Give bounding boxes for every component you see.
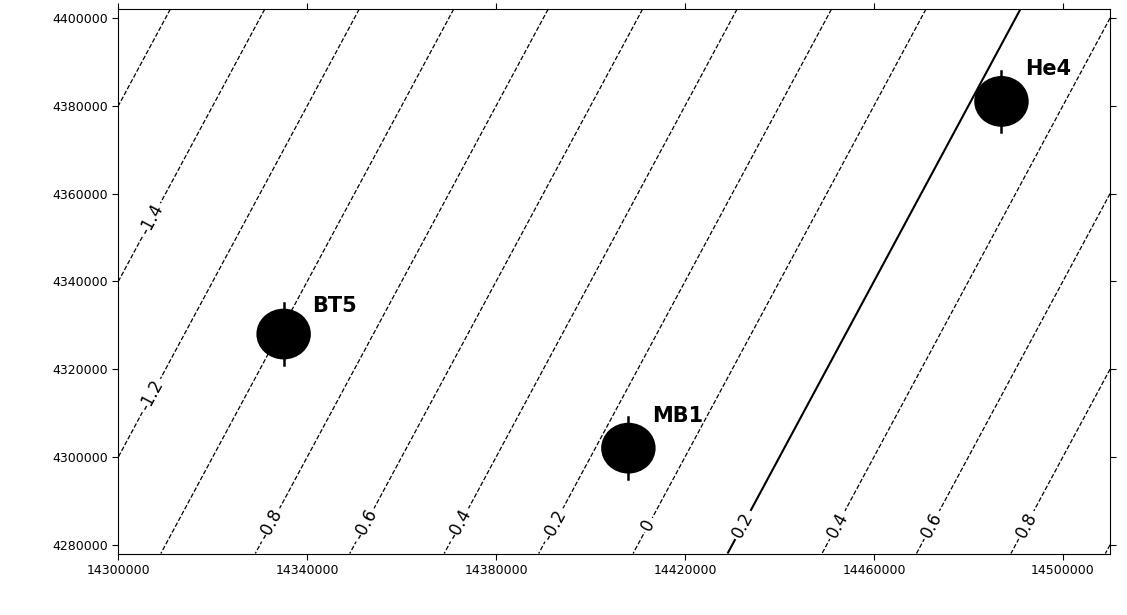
Circle shape xyxy=(976,77,1028,125)
Text: 0.6: 0.6 xyxy=(917,509,946,541)
Text: -1.2: -1.2 xyxy=(135,377,167,414)
Text: BT5: BT5 xyxy=(312,296,357,317)
Text: 0.8: 0.8 xyxy=(1012,509,1040,541)
Circle shape xyxy=(603,424,655,472)
Text: -1.4: -1.4 xyxy=(136,202,167,239)
Text: -0.4: -0.4 xyxy=(444,507,476,544)
Circle shape xyxy=(258,310,310,358)
Text: -0.2: -0.2 xyxy=(539,507,569,544)
Text: 0.4: 0.4 xyxy=(823,509,852,541)
Text: -0.6: -0.6 xyxy=(349,507,381,544)
Text: MB1: MB1 xyxy=(653,407,703,426)
Text: 0.2: 0.2 xyxy=(729,509,757,541)
Text: -0.8: -0.8 xyxy=(255,507,286,544)
Text: 0: 0 xyxy=(638,516,659,534)
Text: He4: He4 xyxy=(1026,60,1071,79)
